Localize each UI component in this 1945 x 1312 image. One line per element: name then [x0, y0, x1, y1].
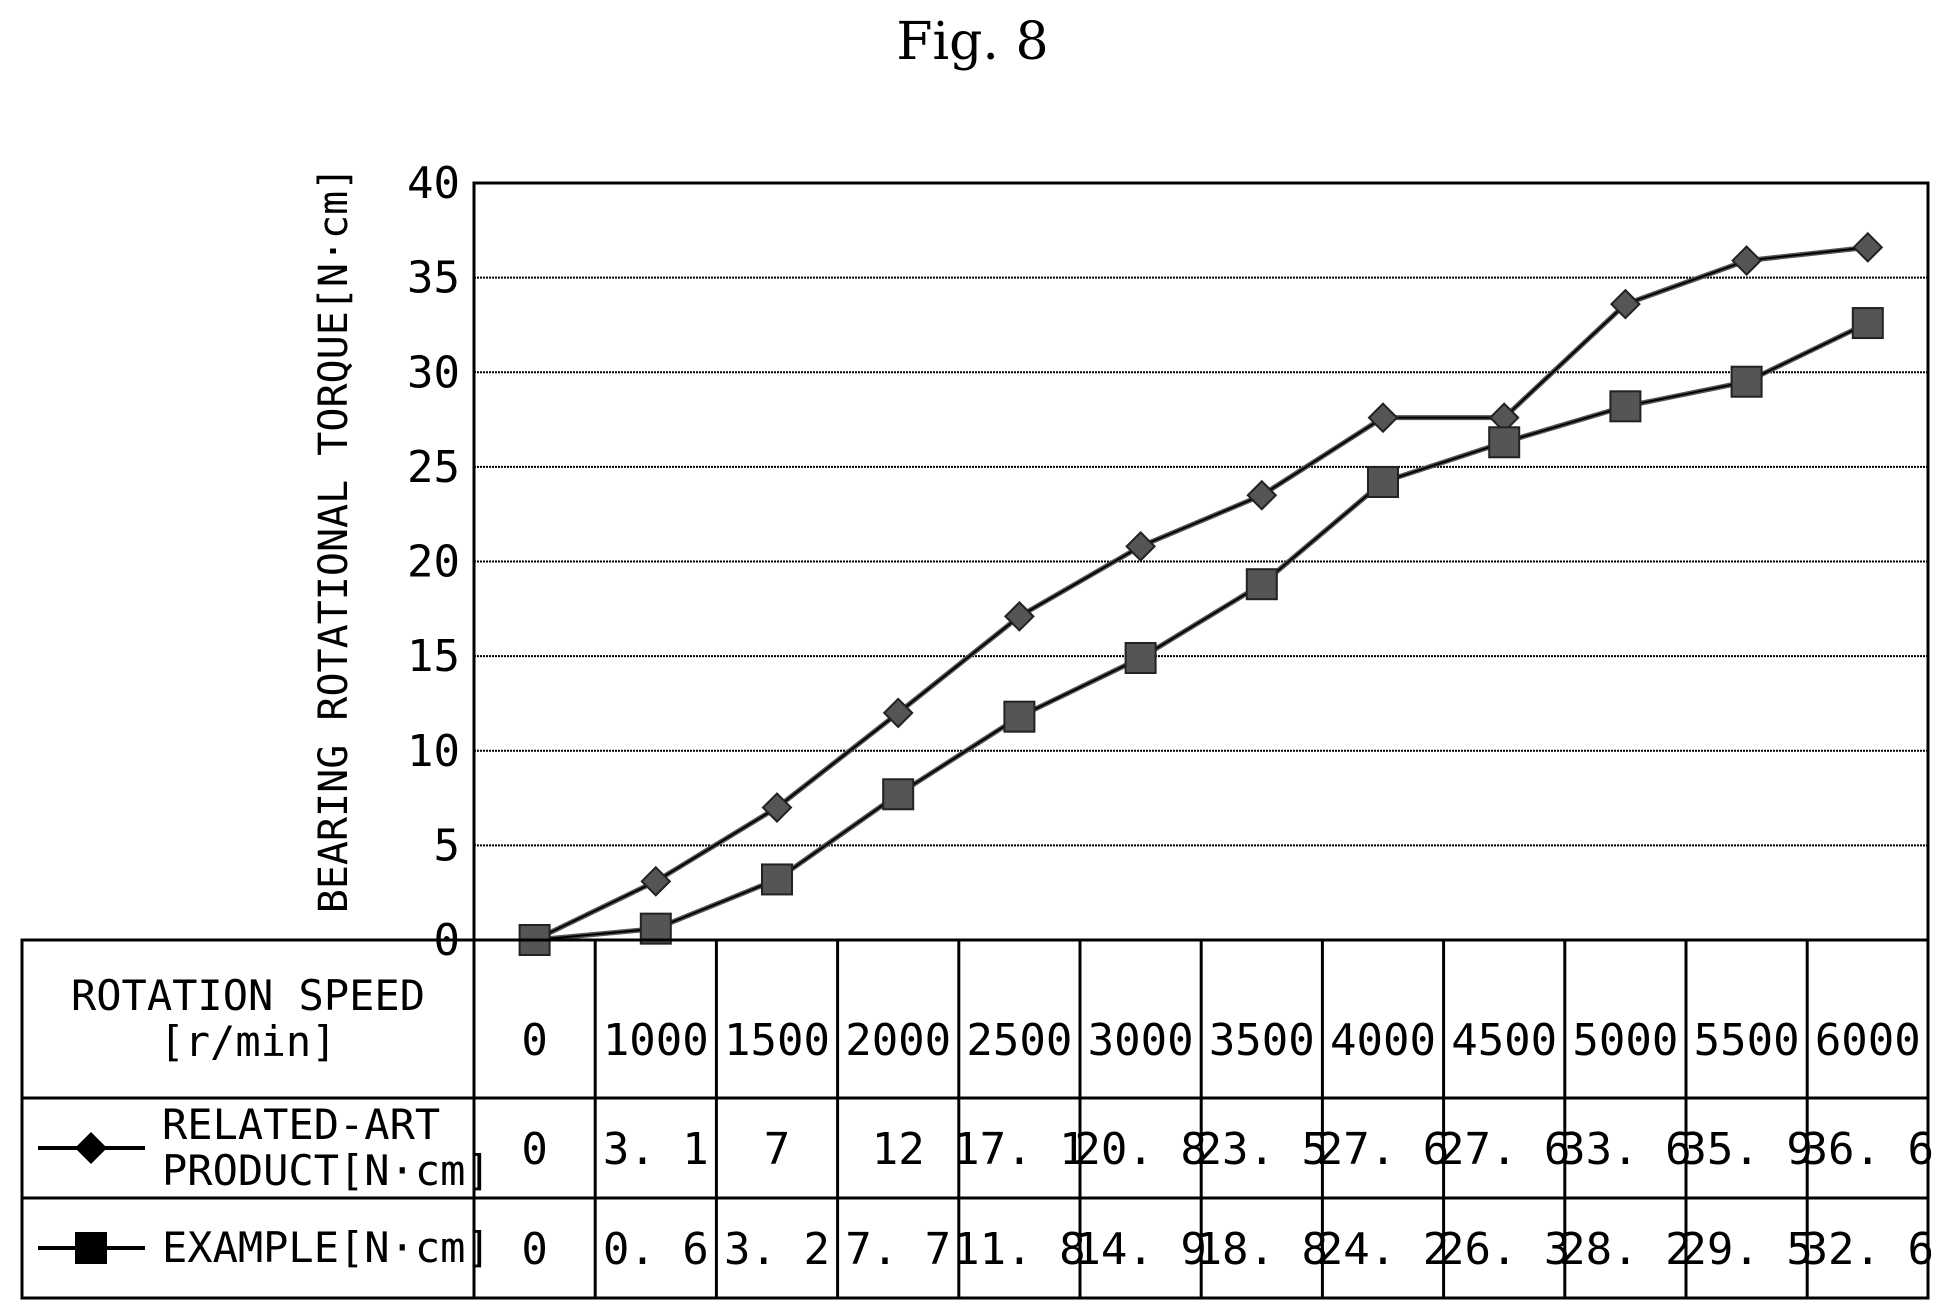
table-value-cell: 17. 1 — [953, 1124, 1085, 1175]
table-value-cell: 24. 2 — [1317, 1224, 1449, 1275]
y-tick-label: 35 — [407, 253, 460, 304]
table-value-cell: 12 — [872, 1124, 925, 1175]
y-tick-label: 30 — [407, 347, 460, 398]
legend-series-name: EXAMPLE[N·cm] — [162, 1223, 491, 1272]
square-marker — [1609, 390, 1642, 423]
table-value-cell: 0 — [521, 1124, 548, 1175]
y-tick-label: 5 — [434, 820, 461, 871]
table-value-cell: 20. 8 — [1074, 1124, 1206, 1175]
table-value-cell: 14. 9 — [1074, 1224, 1206, 1275]
x-tick-label: 1500 — [724, 1015, 830, 1066]
data-table: ROTATION SPEED[r/min] 0 1000 1500 2000 2500 30… — [20, 938, 1934, 1300]
diamond-marker — [1731, 245, 1763, 277]
diamond-marker — [1125, 530, 1157, 562]
y-axis-label: BEARING ROTATIONAL TORQUE[N·cm] — [311, 167, 357, 914]
x-tick-label: 5500 — [1694, 1015, 1800, 1066]
table-value-cell: 0 — [521, 1224, 548, 1275]
figure-title: Fig. 8 — [896, 12, 1049, 72]
square-marker — [1245, 568, 1278, 601]
table-border — [20, 938, 1930, 1300]
table-value-cell: 33. 6 — [1559, 1124, 1691, 1175]
series-line — [534, 320, 1869, 943]
gridlines — [474, 276, 1928, 847]
diamond-marker — [761, 792, 793, 823]
series-line-core — [534, 322, 1869, 941]
y-tick-label: 25 — [407, 442, 460, 493]
x-tick-label: 2000 — [845, 1015, 951, 1066]
table-value-cell: 3. 1 — [603, 1124, 709, 1175]
table-header-label: ROTATION SPEED — [71, 971, 425, 1020]
y-tick-label: 20 — [407, 537, 460, 588]
square-marker — [1851, 307, 1884, 340]
table-value-cell: 32. 6 — [1802, 1224, 1934, 1275]
table-value-cell: 27. 6 — [1317, 1124, 1449, 1175]
series-line — [533, 244, 1869, 943]
x-tick-label: 3000 — [1088, 1015, 1194, 1066]
y-tick-label: 40 — [407, 158, 460, 209]
table-value-cell: 0. 6 — [603, 1224, 709, 1275]
y-tick-label: 10 — [407, 726, 460, 777]
series-line-core — [534, 246, 1868, 941]
diamond-marker — [1609, 288, 1641, 320]
table-value-cell: 7. 7 — [845, 1224, 951, 1275]
x-tick-label: 4000 — [1330, 1015, 1436, 1066]
table-header-label: [r/min] — [159, 1017, 336, 1066]
table-value-cell: 28. 2 — [1559, 1224, 1691, 1275]
x-tick-label: 4500 — [1451, 1015, 1557, 1066]
table-value-cell: 7 — [764, 1124, 791, 1175]
diamond-marker — [1852, 231, 1884, 263]
table-value-cell: 23. 5 — [1196, 1124, 1328, 1175]
square-marker — [1003, 700, 1036, 733]
table-value-cell: 26. 3 — [1438, 1224, 1570, 1275]
table-value-cell: 27. 6 — [1438, 1124, 1570, 1175]
x-tick-label: 0 — [521, 1015, 548, 1066]
legend-square-marker — [75, 1232, 107, 1264]
square-marker — [1488, 426, 1521, 459]
x-tick-label: 3500 — [1209, 1015, 1315, 1066]
diamond-marker — [1367, 402, 1399, 434]
square-marker — [1367, 466, 1399, 499]
x-tick-label: 6000 — [1815, 1015, 1921, 1066]
square-marker — [1730, 365, 1763, 398]
legend-series-name: RELATED-ART — [162, 1100, 440, 1149]
table-value-cell: 29. 5 — [1680, 1224, 1812, 1275]
legend-series-name: PRODUCT[N·cm] — [162, 1146, 491, 1195]
diamond-marker — [1003, 600, 1035, 632]
table-value-cell: 11. 8 — [953, 1224, 1085, 1275]
table-value-cell: 36. 6 — [1802, 1124, 1934, 1175]
legend-diamond-marker — [75, 1132, 107, 1164]
diamond-marker — [882, 697, 914, 729]
y-tick-label: 15 — [407, 631, 460, 682]
square-marker — [761, 863, 793, 896]
diamond-marker — [640, 865, 672, 897]
x-tick-label: 5000 — [1572, 1015, 1678, 1066]
series-group — [518, 231, 1884, 956]
square-marker — [882, 778, 915, 811]
square-marker — [1124, 642, 1157, 675]
x-tick-label: 1000 — [603, 1015, 709, 1066]
diamond-marker — [1246, 479, 1278, 511]
table-value-cell: 3. 2 — [724, 1224, 830, 1275]
table-value-cell: 35. 9 — [1680, 1124, 1812, 1175]
table-value-cell: 18. 8 — [1196, 1224, 1328, 1275]
x-tick-label: 2500 — [966, 1015, 1072, 1066]
